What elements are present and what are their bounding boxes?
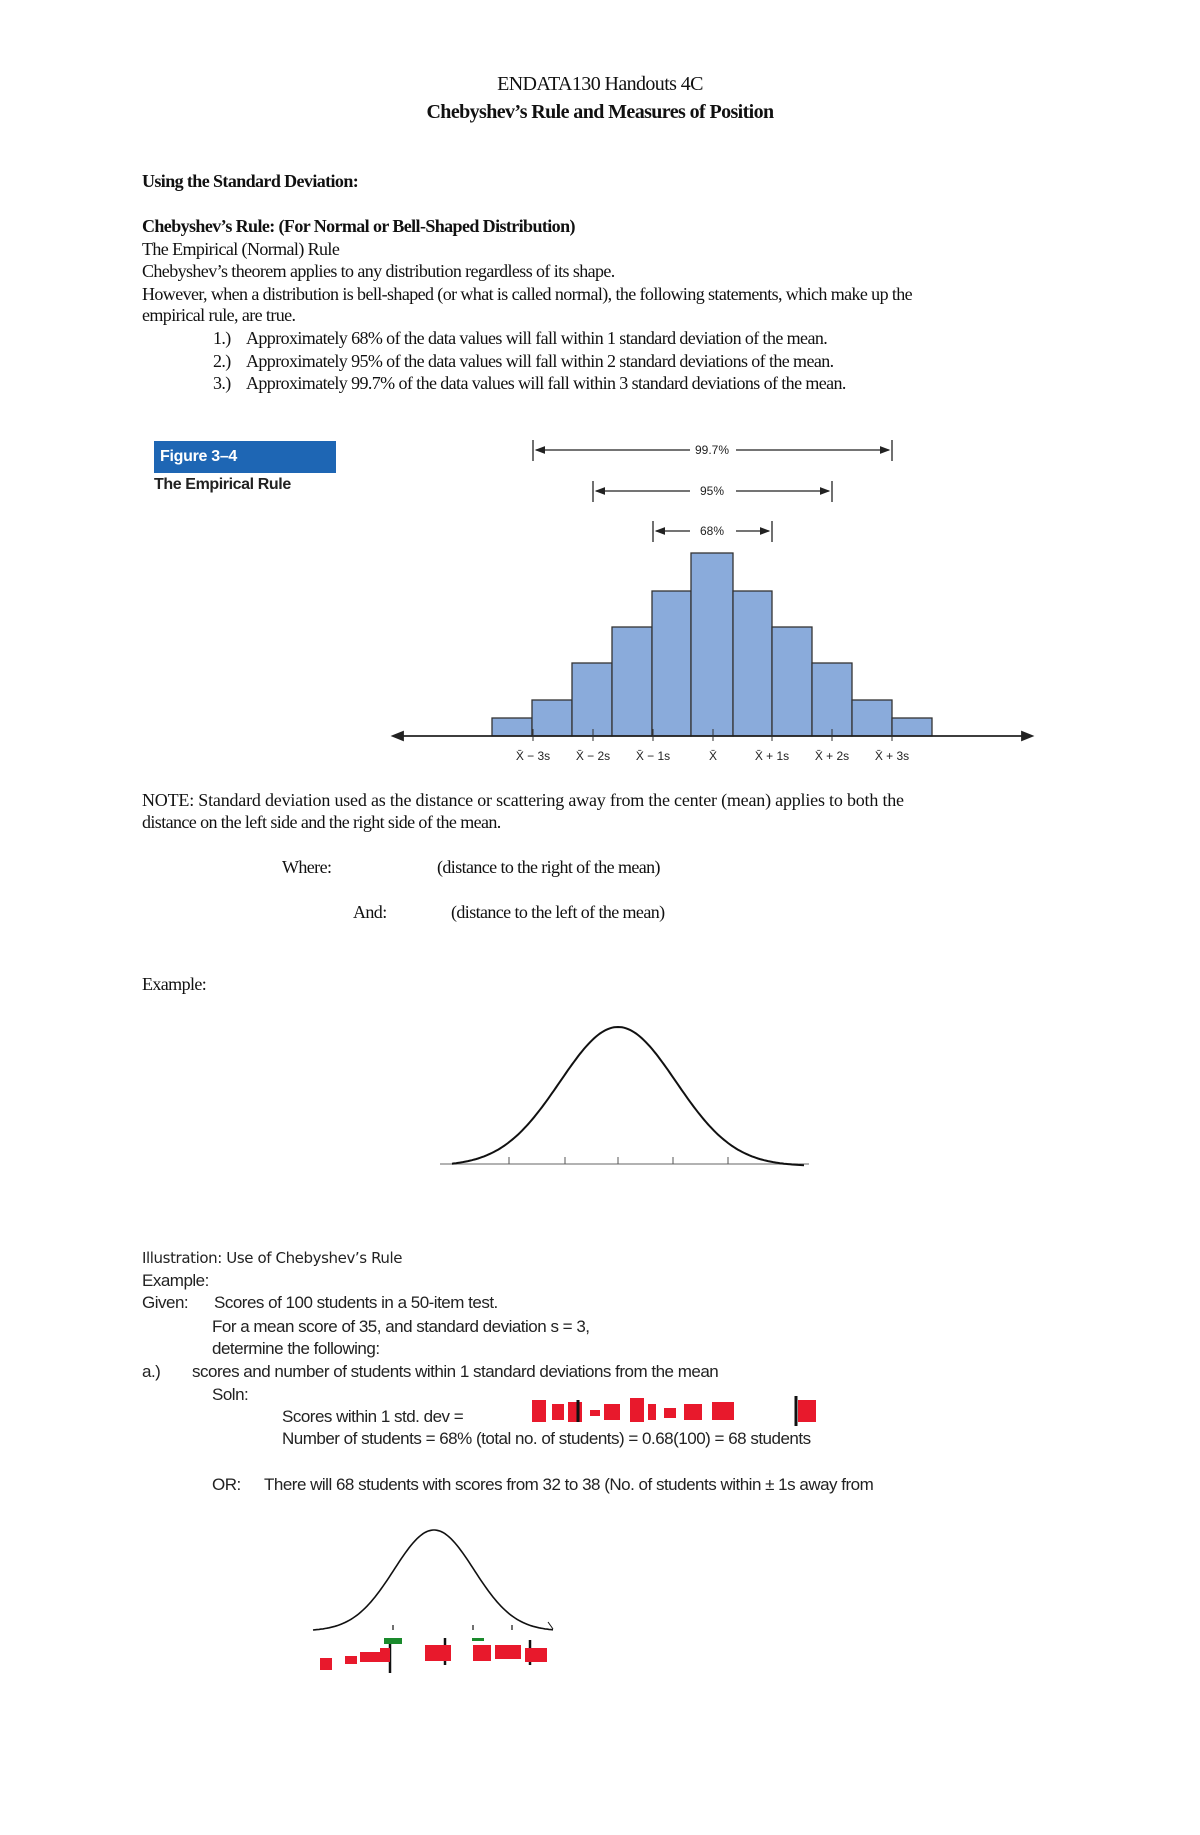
tick-label: X̄ − 2s [576,749,610,763]
range-label: 68% [700,524,724,538]
histogram-bar [651,590,692,737]
body-line: empirical rule, are true. [142,305,296,325]
soln-label: Soln: [212,1385,249,1404]
section-heading: Using the Standard Deviation: [142,171,359,191]
given-line: For a mean score of 35, and standard dev… [212,1317,590,1336]
given-text: Scores of 100 students in a 50-item test… [214,1293,498,1312]
rule-heading: Chebyshev’s Rule: (For Normal or Bell-Sh… [142,216,575,236]
handwritten-annotation [532,1398,816,1422]
note-line: NOTE: Standard deviation used as the dis… [142,790,904,810]
tick-label: X̄ + 3s [875,749,909,763]
example-label: Example: [142,1271,209,1290]
histogram-bars [491,552,933,737]
range-95 [592,481,833,502]
tick-label: X̄ − 1s [636,749,670,763]
note-line: distance on the left side and the right … [142,812,501,832]
histogram-ticks [532,729,893,741]
and-text: (distance to the left of the mean) [451,902,665,922]
scores-line: Scores within 1 std. dev = [282,1407,464,1426]
body-line: Chebyshev’s theorem applies to any distr… [142,261,615,281]
histogram-bar [732,590,773,737]
or-text: There will 68 students with scores from … [264,1475,874,1494]
illustration-heading: Illustration: Use of Chebyshev’s Rule [142,1249,403,1267]
number-line: Number of students = 68% (total no. of s… [282,1429,811,1448]
range-label: 99.7% [695,443,729,457]
histogram-bar [531,699,573,737]
example-label: Example: [142,974,207,994]
range-99-7 [532,440,893,461]
range-68 [652,521,773,542]
body-line: The Empirical (Normal) Rule [142,239,340,259]
figure-caption: The Empirical Rule [154,476,291,493]
histogram-bar [891,717,933,737]
list-number: 3.) [213,373,231,393]
histogram-bar [851,699,893,737]
tick-label: X̄ − 3s [516,749,550,763]
item-text: scores and number of students within 1 s… [192,1362,719,1381]
document-subtitle: Chebyshev’s Rule and Measures of Positio… [426,101,774,123]
and-label: And: [353,902,387,922]
tick-label: X̄ + 1s [755,749,789,763]
or-label: OR: [212,1475,241,1494]
list-item: Approximately 95% of the data values wil… [246,351,834,371]
where-text: (distance to the right of the mean) [437,857,661,877]
list-number: 1.) [213,328,231,348]
histogram-bar [690,552,734,737]
given-line: determine the following: [212,1339,380,1358]
list-item: Approximately 68% of the data values wil… [246,328,828,348]
histogram-bar [571,662,613,737]
bell-curve-example [440,1025,809,1167]
list-number: 2.) [213,351,231,371]
item-label: a.) [142,1362,161,1381]
histogram-bar [491,717,533,737]
histogram-bar [811,662,853,737]
document-title: ENDATA130 Handouts 4C [497,73,703,95]
tick-label: X̄ + 2s [815,749,849,763]
list-item: Approximately 99.7% of the data values w… [246,373,846,393]
histogram-bar [771,626,813,737]
given-label: Given: [142,1293,189,1312]
where-label: Where: [282,857,332,877]
body-line: However, when a distribution is bell-sha… [142,284,913,304]
figure-label: Figure 3–4 [154,441,336,473]
histogram-bar [611,626,653,737]
bell-curve-illustration [312,1529,554,1673]
range-label: 95% [700,484,724,498]
tick-label: X̄ [709,749,717,763]
